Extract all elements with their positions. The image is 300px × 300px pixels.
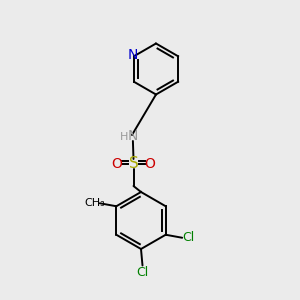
Text: N: N (127, 48, 138, 62)
Text: S: S (129, 156, 138, 171)
Text: CH₃: CH₃ (84, 198, 105, 208)
Text: N: N (128, 130, 138, 143)
Text: Cl: Cl (182, 231, 194, 244)
Text: H: H (120, 131, 129, 142)
Text: O: O (145, 157, 155, 170)
Text: O: O (112, 157, 122, 170)
Text: Cl: Cl (136, 266, 148, 279)
